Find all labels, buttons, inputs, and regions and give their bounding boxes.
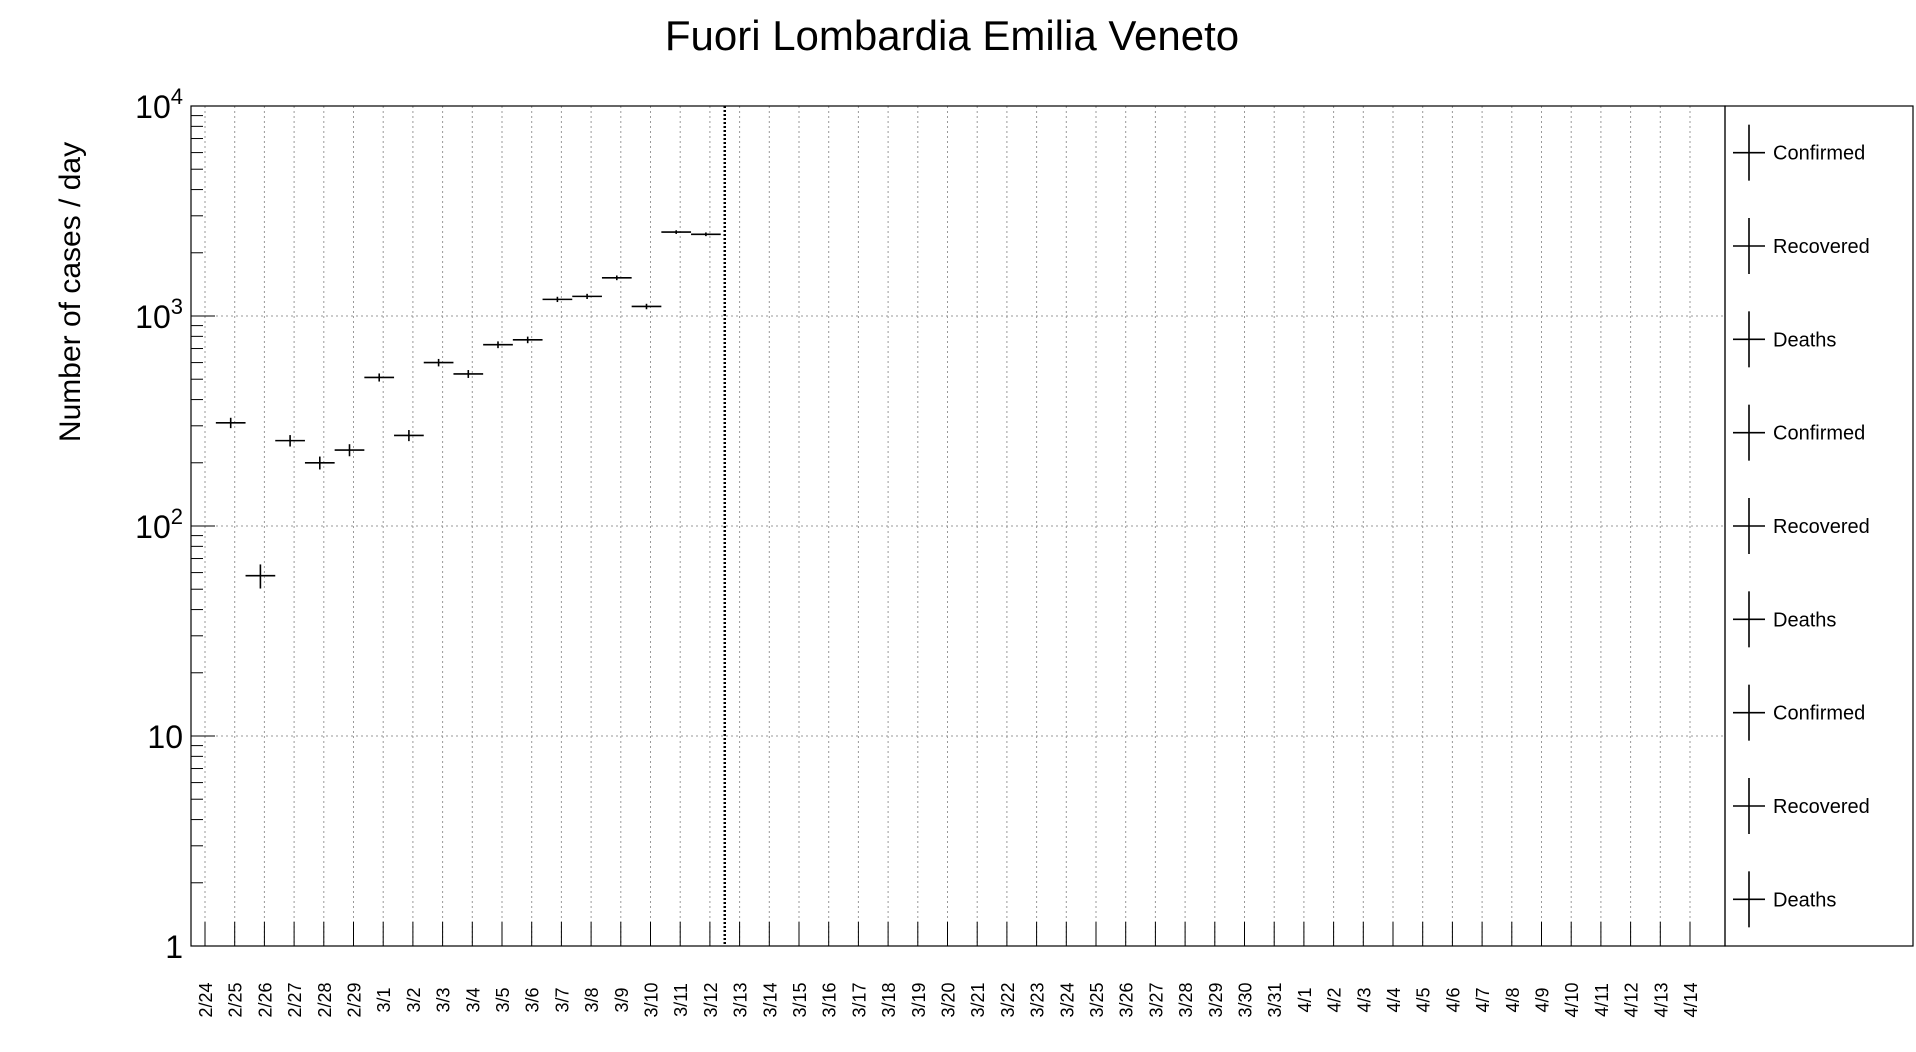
- data-point: [512, 336, 543, 344]
- data-point: [364, 373, 395, 382]
- x-tick-label: 2/28: [315, 982, 335, 1017]
- x-tick-label: 3/28: [1176, 982, 1196, 1017]
- x-tick-label: 2/26: [255, 982, 275, 1017]
- x-tick-label: 4/11: [1592, 983, 1612, 1017]
- x-tick-label: 4/1: [1295, 987, 1315, 1012]
- x-tick-label: 2/25: [226, 982, 246, 1017]
- x-tick-label: 3/2: [404, 987, 424, 1012]
- x-tick-label: 3/5: [493, 987, 513, 1012]
- legend-frame: [1724, 105, 1914, 947]
- y-axis-label: Number of cases / day: [54, 142, 87, 442]
- x-tick-label: 3/18: [879, 982, 899, 1017]
- x-tick-label: 3/10: [642, 982, 662, 1017]
- x-tick-label: 3/26: [1117, 982, 1137, 1017]
- y-tick-label: 1: [165, 929, 183, 965]
- x-tick-label: 4/12: [1622, 982, 1642, 1017]
- data-point: [483, 341, 513, 349]
- x-tick-label: 3/16: [820, 982, 840, 1017]
- x-tick-label: 4/5: [1414, 987, 1434, 1012]
- x-tick-label: 3/3: [434, 987, 454, 1012]
- x-tick-label: 3/23: [1028, 982, 1048, 1017]
- y-tick-label: 103: [135, 294, 183, 335]
- x-tick-label: 4/9: [1533, 987, 1553, 1012]
- legend-entry: Confirmed: [1733, 404, 1865, 461]
- data-point: [691, 232, 721, 237]
- x-tick-label: 3/9: [612, 987, 632, 1012]
- x-tick-label: 2/29: [345, 982, 365, 1017]
- y-tick-label: 10: [147, 719, 183, 755]
- x-tick-label: 2/27: [285, 982, 305, 1017]
- y-tick-label: 104: [135, 84, 183, 125]
- x-tick-label: 3/29: [1206, 982, 1226, 1017]
- data-point: [334, 444, 365, 457]
- legend-label: Recovered: [1773, 236, 1870, 258]
- x-tick-label: 3/22: [998, 982, 1018, 1017]
- x-tick-label: 3/20: [939, 982, 959, 1017]
- legend-label: Recovered: [1773, 796, 1870, 818]
- x-tick-label: 3/13: [731, 982, 751, 1017]
- legend-entry: Confirmed: [1733, 124, 1865, 181]
- x-tick-label: 3/24: [1057, 982, 1077, 1017]
- legend-entry: Deaths: [1733, 311, 1836, 368]
- data-point: [275, 435, 305, 447]
- x-tick-label: 2/24: [196, 982, 216, 1017]
- x-tick-label: 3/21: [968, 982, 988, 1017]
- x-tick-label: 3/7: [552, 987, 572, 1012]
- x-tick-label: 4/7: [1473, 987, 1493, 1012]
- legend-entry: Deaths: [1733, 871, 1836, 928]
- x-tick-label: 4/2: [1325, 987, 1345, 1012]
- data-point: [245, 564, 276, 589]
- legend-entry: Recovered: [1733, 218, 1870, 274]
- data-point: [453, 370, 484, 378]
- legend-label: Confirmed: [1773, 143, 1865, 165]
- x-tick-label: 4/14: [1681, 982, 1701, 1017]
- x-tick-label: 3/11: [671, 983, 691, 1017]
- legend: Confirmed Recovered Deaths Confirmed Recover…: [1724, 105, 1914, 947]
- legend-entry: Confirmed: [1733, 684, 1865, 741]
- data-point: [572, 293, 602, 300]
- y-tick-label: 102: [135, 504, 183, 545]
- legend-label: Confirmed: [1773, 703, 1865, 725]
- legend-label: Recovered: [1773, 516, 1870, 538]
- x-tick-label: 3/6: [523, 987, 543, 1012]
- x-tick-label: 3/4: [463, 987, 483, 1012]
- x-tick-label: 3/15: [790, 982, 810, 1017]
- legend-entry: Recovered: [1733, 498, 1870, 554]
- x-tick-label: 3/31: [1265, 982, 1285, 1017]
- chart-title: Fuori Lombardia Emilia Veneto: [665, 12, 1239, 59]
- x-tick-label: 4/4: [1384, 987, 1404, 1012]
- data-point: [215, 417, 246, 429]
- legend-entry: Recovered: [1733, 778, 1870, 834]
- x-tick-label: 3/17: [849, 982, 869, 1017]
- x-tick-label: 3/1: [374, 987, 394, 1012]
- data-point: [542, 296, 573, 303]
- x-tick-label: 3/25: [1087, 982, 1107, 1017]
- x-tick-label: 3/12: [701, 982, 721, 1017]
- x-tick-label: 4/10: [1562, 982, 1582, 1017]
- x-tick-label: 3/8: [582, 987, 602, 1012]
- x-tick-label: 3/14: [760, 982, 780, 1017]
- x-tick-label: 4/8: [1503, 987, 1523, 1012]
- legend-label: Deaths: [1773, 329, 1836, 351]
- x-tick-label: 3/27: [1146, 982, 1166, 1017]
- data-point: [423, 358, 454, 367]
- legend-entry: Deaths: [1733, 591, 1836, 648]
- legend-label: Deaths: [1773, 609, 1836, 631]
- data-point: [601, 275, 632, 281]
- legend-label: Confirmed: [1773, 423, 1865, 445]
- x-tick-label: 4/6: [1443, 987, 1463, 1012]
- x-tick-label: 3/30: [1236, 982, 1256, 1017]
- x-tick-label: 4/13: [1651, 982, 1671, 1017]
- data-point: [304, 456, 335, 470]
- data-point: [394, 430, 424, 442]
- data-point: [661, 230, 692, 234]
- x-tick-label: 4/3: [1354, 987, 1374, 1012]
- legend-label: Deaths: [1773, 889, 1836, 911]
- data-point: [631, 303, 662, 310]
- x-tick-label: 3/19: [909, 982, 929, 1017]
